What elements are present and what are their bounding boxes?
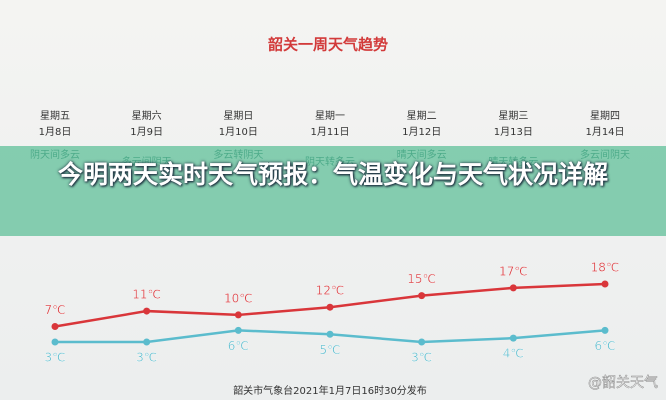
- point: [509, 334, 517, 342]
- weekday: 星期五: [40, 110, 70, 122]
- value-label: 4℃: [503, 347, 524, 361]
- weekday: 星期四: [590, 110, 620, 122]
- value-label: 12℃: [316, 284, 345, 298]
- weekday: 星期二: [407, 110, 437, 122]
- weekday: 星期三: [498, 110, 528, 122]
- weekday: 星期日: [223, 110, 253, 122]
- banner: [0, 146, 666, 236]
- date: 1月8日: [39, 126, 72, 138]
- value-label: 6℃: [228, 339, 249, 353]
- value-label: 5℃: [319, 343, 340, 357]
- point: [418, 338, 426, 346]
- weekday: 星期六: [132, 110, 162, 122]
- point: [143, 307, 151, 315]
- date: 1月11日: [310, 126, 349, 138]
- value-label: 3℃: [411, 351, 432, 365]
- value-label: 17℃: [499, 264, 528, 278]
- date: 1月10日: [219, 126, 258, 138]
- point: [601, 280, 609, 288]
- point: [51, 323, 59, 331]
- point: [143, 338, 151, 346]
- date: 1月14日: [585, 126, 624, 138]
- point: [326, 303, 334, 311]
- value-label: 6℃: [594, 339, 615, 353]
- value-label: 3℃: [44, 351, 65, 365]
- value-label: 18℃: [591, 261, 620, 275]
- value-label: 10℃: [224, 291, 253, 305]
- point: [234, 311, 242, 319]
- value-label: 11℃: [132, 288, 161, 302]
- source: 韶关市气象台2021年1月7日16时30分发布: [233, 384, 427, 397]
- date: 1月13日: [494, 126, 533, 138]
- overlay-title: 今明两天实时天气预报：气温变化与天气状况详解: [57, 160, 608, 189]
- point: [326, 330, 334, 338]
- weekday: 星期一: [315, 110, 345, 122]
- date: 1月9日: [130, 126, 163, 138]
- value-label: 3℃: [136, 351, 157, 365]
- point: [234, 326, 242, 334]
- point: [601, 326, 609, 334]
- date: 1月12日: [402, 126, 441, 138]
- point: [509, 284, 517, 292]
- value-label: 15℃: [407, 272, 436, 286]
- chart-title: 韶关一周天气趋势: [268, 36, 388, 54]
- point: [51, 338, 59, 346]
- point: [418, 292, 426, 300]
- value-label: 7℃: [44, 303, 65, 317]
